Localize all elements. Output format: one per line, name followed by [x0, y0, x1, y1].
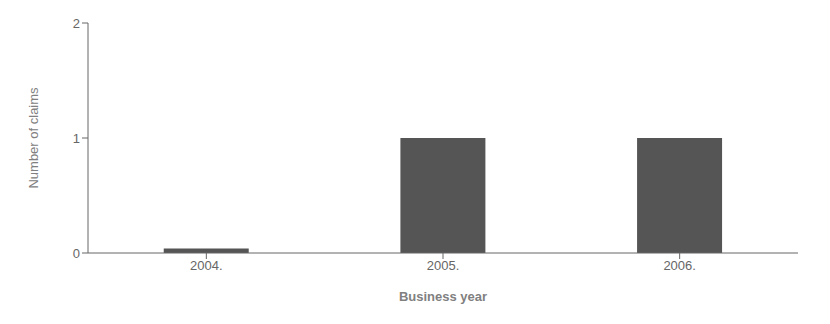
svg-text:2005.: 2005. — [427, 258, 460, 273]
svg-text:2006.: 2006. — [663, 258, 696, 273]
svg-text:Business year: Business year — [399, 289, 487, 304]
svg-text:1: 1 — [73, 131, 80, 146]
svg-text:2: 2 — [73, 16, 80, 31]
svg-text:0: 0 — [73, 246, 80, 261]
svg-text:Number of claims: Number of claims — [26, 87, 41, 189]
svg-text:2004.: 2004. — [190, 258, 223, 273]
